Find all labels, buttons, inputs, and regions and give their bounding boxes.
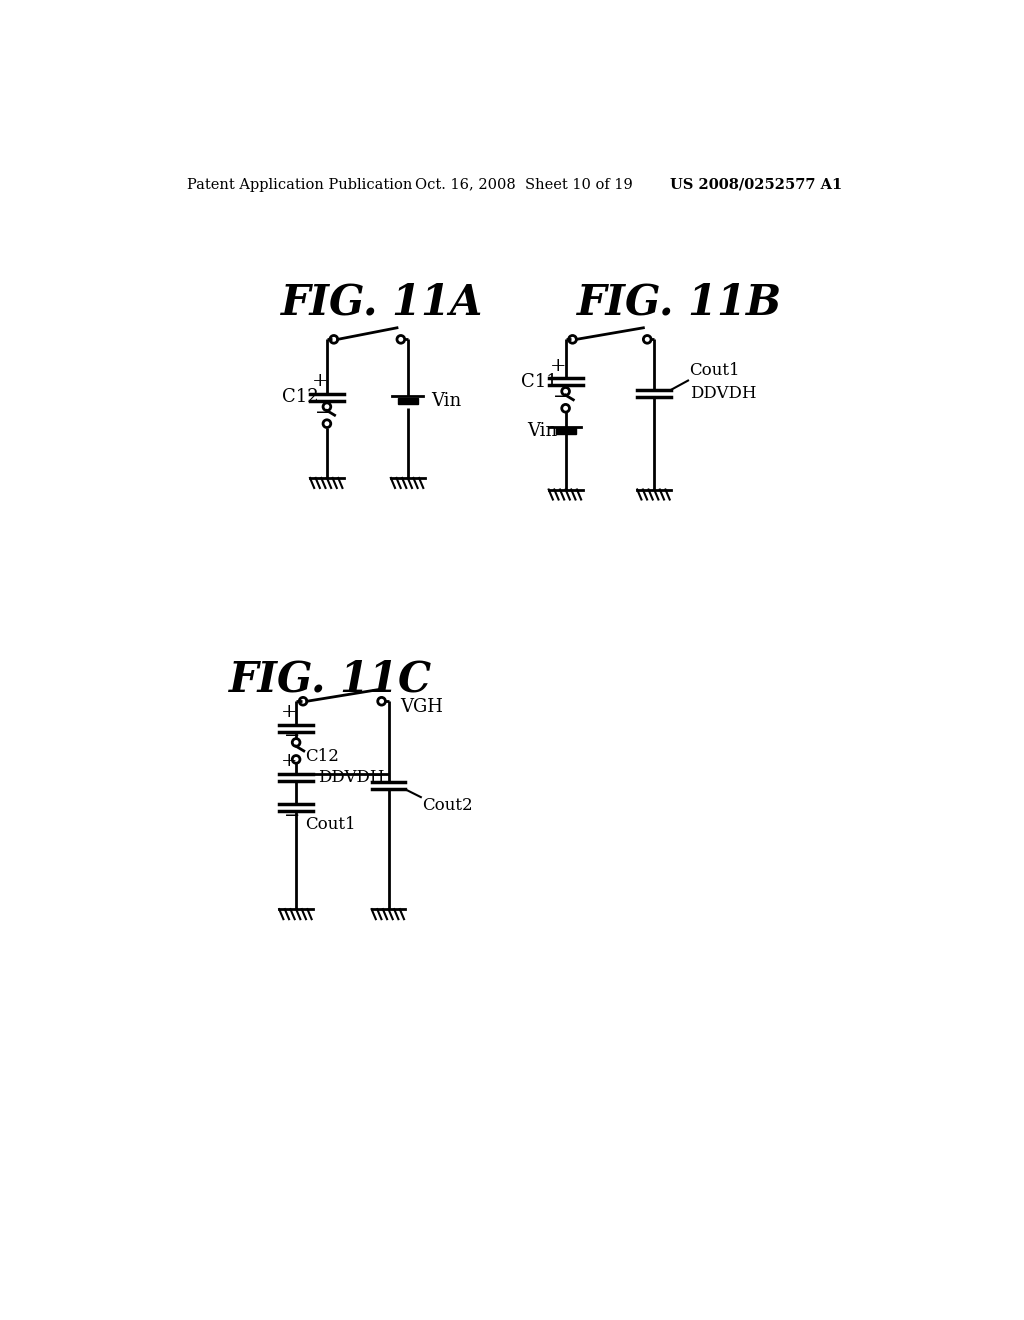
Text: Vin: Vin (527, 422, 557, 441)
Bar (556, 428, 575, 434)
Text: Cout1: Cout1 (305, 816, 356, 833)
Text: FIG. 11C: FIG. 11C (229, 659, 432, 701)
Text: FIG. 11B: FIG. 11B (578, 281, 782, 323)
Text: DDVDH: DDVDH (689, 385, 756, 403)
Text: Patent Application Publication: Patent Application Publication (186, 178, 412, 191)
Text: +: + (311, 372, 328, 391)
Text: C12: C12 (305, 748, 339, 764)
Text: +: + (281, 704, 297, 722)
Text: −: − (314, 404, 331, 422)
Text: C12: C12 (283, 388, 318, 407)
Text: VGH: VGH (400, 698, 443, 717)
Text: Vin: Vin (431, 392, 461, 411)
Text: FIG. 11A: FIG. 11A (281, 281, 483, 323)
Text: Cout2: Cout2 (422, 797, 473, 814)
Text: DDVDH: DDVDH (317, 768, 384, 785)
Text: +: + (281, 752, 297, 771)
Text: C11: C11 (521, 372, 558, 391)
Text: Cout1: Cout1 (689, 362, 740, 379)
Bar (397, 397, 418, 404)
Text: −: − (553, 388, 569, 407)
Text: Oct. 16, 2008  Sheet 10 of 19: Oct. 16, 2008 Sheet 10 of 19 (416, 178, 633, 191)
Text: −: − (284, 807, 300, 825)
Text: US 2008/0252577 A1: US 2008/0252577 A1 (670, 178, 842, 191)
Text: −: − (284, 727, 300, 746)
Text: +: + (550, 356, 566, 375)
